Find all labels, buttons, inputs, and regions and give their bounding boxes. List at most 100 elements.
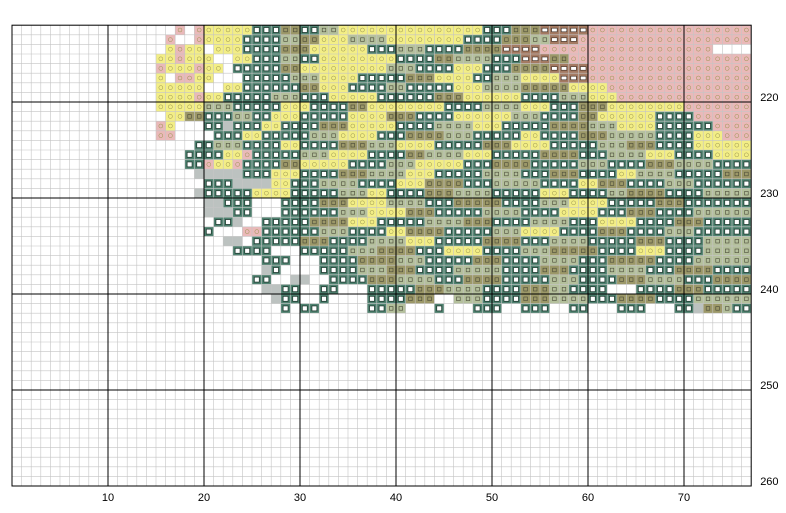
- stitch: [319, 130, 329, 141]
- stitch-symbol: [581, 239, 586, 244]
- stitch: [703, 159, 713, 170]
- stitch: [540, 284, 550, 294]
- stitch-symbol: [196, 27, 202, 33]
- stitch-symbol: [561, 103, 567, 110]
- stitch: [405, 246, 416, 256]
- stitch: [645, 44, 656, 54]
- stitch-symbol: [513, 239, 519, 244]
- stitch-symbol: [369, 219, 375, 225]
- stitch-symbol: [724, 104, 730, 110]
- stitch-symbol: [349, 276, 356, 283]
- stitch-symbol: [417, 238, 423, 244]
- stitch-symbol: [341, 229, 346, 234]
- stitch-symbol: [657, 113, 663, 120]
- stitch-symbol: [263, 132, 270, 139]
- stitch-symbol: [504, 162, 509, 167]
- stitch-symbol: [571, 85, 576, 90]
- stitch-symbol: [552, 239, 557, 244]
- stitch-symbol: [273, 171, 279, 177]
- stitch-symbol: [397, 219, 404, 225]
- stitch: [271, 111, 281, 122]
- stitch-symbol: [551, 27, 558, 33]
- stitch-symbol: [638, 104, 644, 110]
- stitch-symbol: [283, 162, 288, 167]
- stitch-symbol: [330, 190, 337, 197]
- stitch: [367, 111, 377, 122]
- stitch: [636, 169, 646, 179]
- stitch: [645, 73, 656, 83]
- stitch-symbol: [292, 219, 299, 225]
- stitch: [367, 102, 377, 112]
- stitch: [722, 169, 732, 179]
- stitch: [357, 207, 368, 218]
- stitch-symbol: [513, 295, 519, 302]
- stitch-symbol: [705, 37, 711, 42]
- stitch-symbol: [648, 85, 653, 90]
- stitch: [453, 246, 464, 256]
- stitch: [453, 130, 464, 141]
- stitch-symbol: [253, 75, 260, 81]
- stitch: [655, 82, 665, 93]
- stitch: [415, 150, 425, 160]
- stitch-symbol: [485, 47, 490, 52]
- stitch-symbol: [696, 66, 701, 71]
- stitch-symbol: [263, 27, 270, 33]
- stitch-symbol: [571, 296, 576, 301]
- stitch-symbol: [388, 104, 394, 110]
- stitch-symbol: [360, 267, 365, 273]
- stitch-symbol: [600, 229, 605, 234]
- stitch-symbol: [580, 56, 586, 62]
- stitch-symbol: [341, 143, 346, 148]
- stitch: [578, 121, 588, 131]
- stitch-symbol: [331, 200, 336, 205]
- stitch-symbol: [206, 94, 212, 100]
- stitch-symbol: [436, 162, 442, 167]
- stitch: [636, 188, 646, 198]
- stitch: [415, 102, 425, 112]
- stitch-symbol: [619, 181, 624, 186]
- stitch-symbol: [312, 133, 317, 138]
- stitch: [578, 44, 588, 54]
- stitch: [453, 63, 464, 74]
- stitch-symbol: [657, 209, 663, 216]
- stitch-symbol: [715, 142, 720, 148]
- stitch-symbol: [437, 181, 442, 186]
- stitch: [415, 178, 425, 189]
- stitch: [434, 217, 444, 227]
- stitch-symbol: [715, 239, 720, 244]
- stitch-symbol: [743, 219, 750, 225]
- stitch-symbol: [273, 219, 279, 225]
- stitch-symbol: [523, 296, 528, 301]
- stitch-symbol: [503, 199, 510, 206]
- stitch: [482, 188, 492, 198]
- stitch-symbol: [513, 104, 519, 109]
- stitch: [156, 73, 166, 83]
- stitch: [703, 82, 713, 93]
- stitch: [636, 73, 646, 83]
- stitch-symbol: [475, 248, 480, 254]
- stitch: [703, 207, 713, 218]
- stitch-symbol: [628, 219, 634, 225]
- stitch: [357, 169, 368, 179]
- stitch-symbol: [397, 94, 404, 101]
- stitch-symbol: [599, 276, 606, 283]
- stitch-symbol: [465, 219, 471, 225]
- stitch: [684, 34, 694, 45]
- stitch-symbol: [532, 267, 539, 273]
- stitch: [568, 121, 579, 131]
- stitch-symbol: [456, 296, 461, 301]
- stitch-symbol: [484, 75, 491, 81]
- stitch: [626, 188, 636, 198]
- stitch: [213, 63, 224, 74]
- stitch-symbol: [263, 257, 270, 264]
- stitch-symbol: [369, 94, 375, 100]
- stitch-symbol: [619, 219, 624, 225]
- stitch-symbol: [446, 123, 451, 129]
- stitch-symbol: [685, 199, 692, 206]
- stitch: [578, 236, 588, 246]
- stitch-symbol: [263, 142, 270, 149]
- stitch-symbol: [331, 46, 336, 52]
- stitch: [415, 207, 425, 218]
- stitch-symbol: [513, 219, 519, 225]
